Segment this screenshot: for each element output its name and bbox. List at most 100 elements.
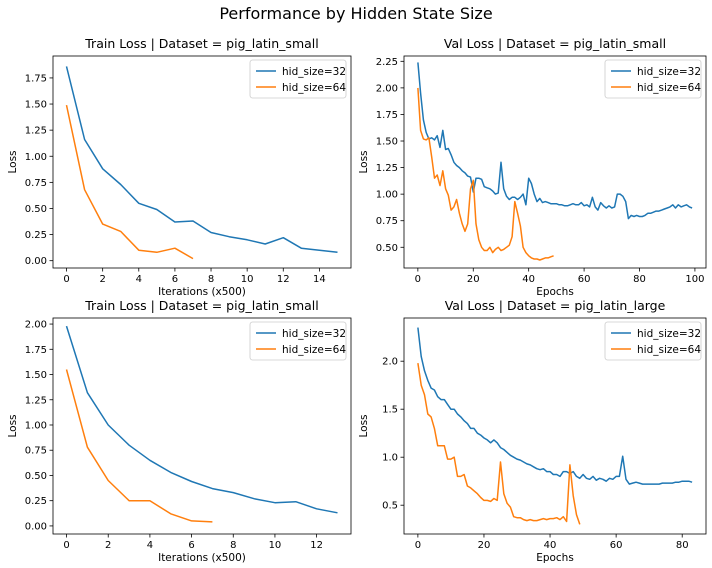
y-tick-label: 1.00 <box>25 152 47 163</box>
axes-frame <box>52 317 352 535</box>
subplot-4: Val Loss | Dataset = pig_latin_large 0 20 4… <box>358 298 707 564</box>
legend: hid_size=32 hid_size=64 <box>604 321 702 361</box>
x-tick-label: 0 <box>63 274 69 285</box>
y-axis-label: Loss <box>358 150 370 173</box>
y-tick-label: 2.25 <box>376 57 398 68</box>
x-tick-label: 0 <box>63 540 69 551</box>
y-tick-label: 1.50 <box>25 100 47 111</box>
x-tick-label: 60 <box>578 274 591 285</box>
x-tick-label: 0 <box>415 274 421 285</box>
legend-frame <box>249 321 347 361</box>
series-line-hid-size-64 <box>417 87 554 261</box>
x-axis-label: Epochs <box>536 286 574 298</box>
subplot-title: Val Loss | Dataset = pig_latin_small <box>444 36 666 51</box>
legend-frame <box>249 59 347 99</box>
y-tick-label: 1.50 <box>376 137 398 148</box>
x-tick-label: 8 <box>208 274 214 285</box>
y-tick-label: 1.75 <box>376 110 398 121</box>
y-tick-label: 0.50 <box>25 204 47 215</box>
x-tick-label: 20 <box>467 274 480 285</box>
y-tick-label: 1.50 <box>25 370 47 381</box>
legend-label: hid_size=64 <box>282 344 346 356</box>
x-tick-label: 10 <box>241 274 254 285</box>
y-axis-label: Loss <box>7 414 19 437</box>
x-tick-label: 0 <box>415 540 421 551</box>
y-tick-label: 1.75 <box>25 73 47 84</box>
x-tick-label: 4 <box>136 274 142 285</box>
x-tick-label: 12 <box>310 540 323 551</box>
y-tick-label: 0.25 <box>25 496 47 507</box>
y-tick-label: 0.25 <box>25 230 47 241</box>
legend-label: hid_size=32 <box>282 66 346 78</box>
x-tick-label: 80 <box>676 540 689 551</box>
legend-label: hid_size=64 <box>282 82 346 94</box>
y-tick-label: 0.00 <box>25 521 47 532</box>
y-tick-label: 1.75 <box>25 345 47 356</box>
legend-label: hid_size=32 <box>637 66 701 78</box>
x-tick-label: 60 <box>610 540 623 551</box>
x-tick-label: 6 <box>188 540 194 551</box>
x-tick-label: 8 <box>230 540 236 551</box>
series-line-hid-size-64 <box>65 369 213 523</box>
x-tick-label: 100 <box>685 274 704 285</box>
series-line-hid-size-64 <box>417 362 581 525</box>
y-axis-label: Loss <box>358 414 370 437</box>
y-tick-label: 0.00 <box>25 256 47 267</box>
x-tick-label: 2 <box>99 274 105 285</box>
y-tick-label: 0.75 <box>25 178 47 189</box>
legend: hid_size=32 hid_size=64 <box>604 59 702 99</box>
x-tick-label: 20 <box>478 540 491 551</box>
series-line-hid-size-32 <box>65 66 338 254</box>
subplot-grid: Train Loss | Dataset = pig_latin_small 0 2… <box>7 36 707 564</box>
y-tick-label: 1.00 <box>376 190 398 201</box>
axes-frame <box>403 317 707 535</box>
y-tick-label: 2.0 <box>382 357 398 368</box>
legend-label: hid_size=64 <box>637 82 701 94</box>
y-tick-label: 1.0 <box>382 453 398 464</box>
y-tick-label: 1.5 <box>382 405 398 416</box>
subplot-title: Train Loss | Dataset = pig_latin_small <box>84 298 318 313</box>
legend: hid_size=32 hid_size=64 <box>249 59 347 99</box>
x-tick-label: 40 <box>544 540 557 551</box>
legend-label: hid_size=32 <box>282 328 346 340</box>
series-line-hid-size-64 <box>65 104 194 260</box>
subplot-1: Train Loss | Dataset = pig_latin_small 0 2… <box>7 36 352 298</box>
axes-frame <box>403 55 707 269</box>
y-tick-label: 0.75 <box>376 216 398 227</box>
series-line-hid-size-32 <box>417 62 693 220</box>
legend-frame <box>604 321 702 361</box>
subplot-3: Train Loss | Dataset = pig_latin_small 0 2… <box>7 298 352 564</box>
y-tick-label: 1.25 <box>25 126 47 137</box>
legend: hid_size=32 hid_size=64 <box>249 321 347 361</box>
x-tick-label: 80 <box>633 274 646 285</box>
x-tick-label: 10 <box>269 540 282 551</box>
y-tick-label: 2.00 <box>25 320 47 331</box>
y-tick-label: 0.50 <box>376 243 398 254</box>
x-tick-label: 40 <box>522 274 535 285</box>
x-tick-label: 12 <box>277 274 290 285</box>
subplot-title: Train Loss | Dataset = pig_latin_small <box>84 36 318 51</box>
x-axis-label: Iterations (x500) <box>158 286 246 298</box>
x-tick-label: 4 <box>147 540 153 551</box>
x-axis-label: Epochs <box>536 552 574 564</box>
legend-frame <box>604 59 702 99</box>
y-tick-label: 0.75 <box>25 446 47 457</box>
y-axis-label: Loss <box>7 150 19 173</box>
x-axis-label: Iterations (x500) <box>158 552 246 564</box>
x-tick-label: 6 <box>172 274 178 285</box>
y-tick-label: 1.25 <box>25 395 47 406</box>
y-tick-label: 0.5 <box>382 501 398 512</box>
y-tick-label: 2.00 <box>376 83 398 94</box>
y-tick-label: 1.00 <box>25 420 47 431</box>
subplot-title: Val Loss | Dataset = pig_latin_large <box>445 298 666 313</box>
series-line-hid-size-32 <box>417 327 693 485</box>
legend-label: hid_size=64 <box>637 344 701 356</box>
x-tick-label: 2 <box>105 540 111 551</box>
legend-label: hid_size=32 <box>637 328 701 340</box>
subplot-2: Val Loss | Dataset = pig_latin_small 0 20 4… <box>358 36 707 298</box>
figure-title: Performance by Hidden State Size <box>219 4 492 23</box>
y-tick-label: 0.50 <box>25 471 47 482</box>
y-tick-label: 1.25 <box>376 163 398 174</box>
x-tick-label: 14 <box>313 274 326 285</box>
